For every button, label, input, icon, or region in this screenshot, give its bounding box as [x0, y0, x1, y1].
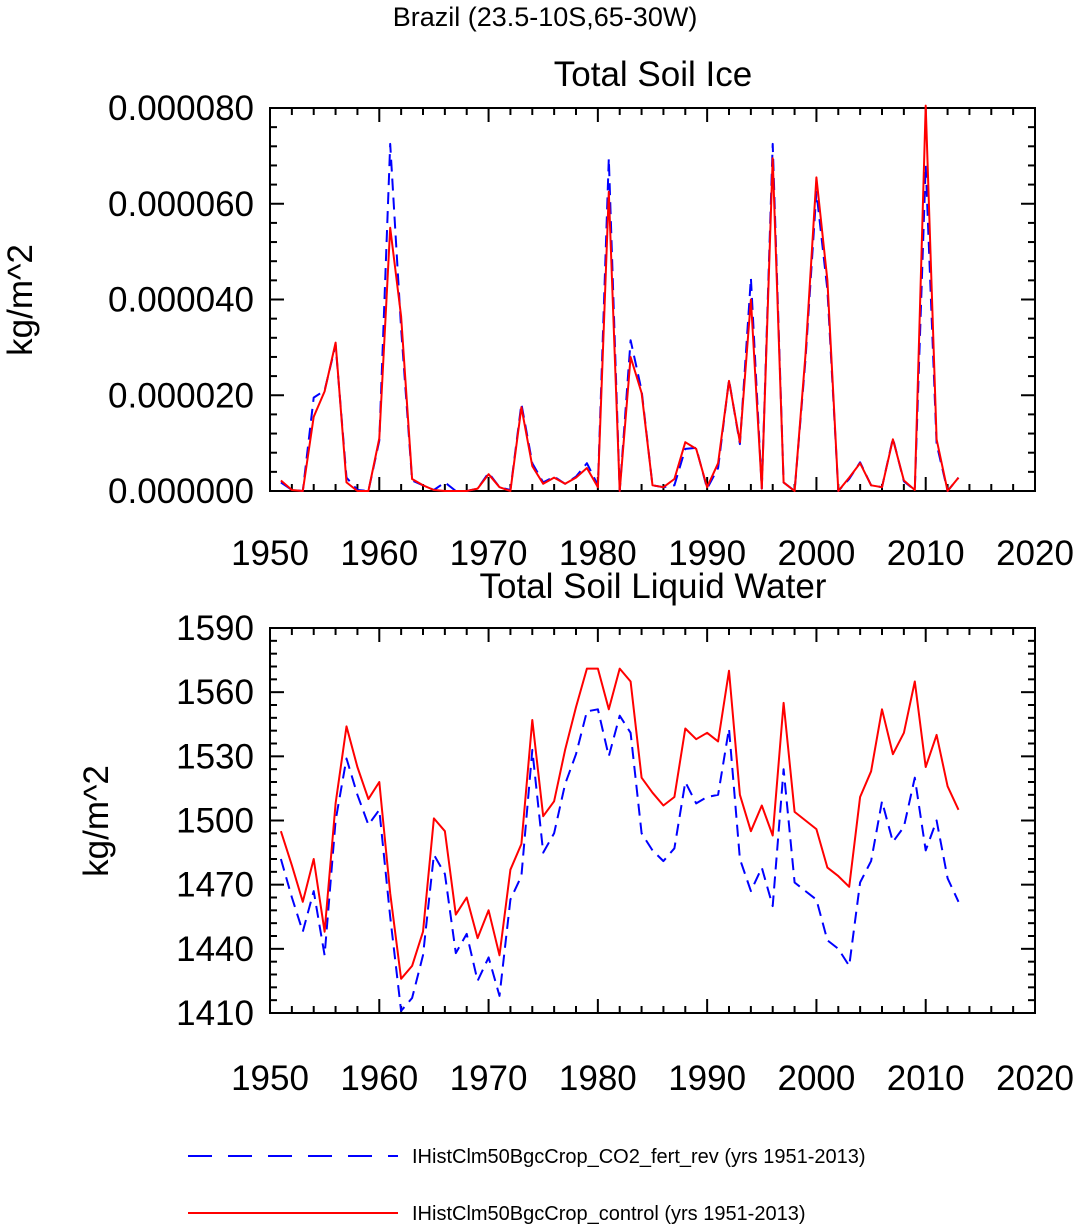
legend-label-co2-fert-rev: IHistClm50BgcCrop_CO2_fert_rev (yrs 1951… — [412, 1146, 866, 1168]
y-tick-label: 0.000080 — [108, 89, 254, 128]
chart-title-total-soil-liquid-water: Total Soil Liquid Water — [480, 567, 827, 606]
x-tick-label: 1950 — [231, 1059, 309, 1098]
x-tick-label: 1970 — [450, 1059, 528, 1098]
y-axis-label-total-soil-liquid-water: kg/m^2 — [77, 765, 116, 877]
legend-label-control: IHistClm50BgcCrop_control (yrs 1951-2013… — [412, 1203, 806, 1225]
x-tick-label: 1990 — [668, 1059, 746, 1098]
y-tick-label: 0.000060 — [108, 185, 254, 224]
y-tick-label: 1590 — [176, 609, 254, 648]
x-tick-label: 2010 — [887, 1059, 965, 1098]
y-tick-label: 1470 — [176, 866, 254, 905]
y-axis-label-total-soil-ice: kg/m^2 — [1, 244, 40, 356]
x-tick-label: 2000 — [777, 534, 855, 573]
x-tick-label: 1980 — [559, 1059, 637, 1098]
x-tick-label: 1970 — [450, 534, 528, 573]
y-tick-label: 1410 — [176, 994, 254, 1033]
y-tick-label: 1440 — [176, 930, 254, 969]
x-tick-label: 2020 — [996, 1059, 1074, 1098]
plot-frame — [269, 627, 1036, 1014]
panel-total-soil-liquid-water: Total Soil Liquid Water kg/m^2 1950 1960 1… — [77, 567, 1074, 1098]
series-line-co2-fert-rev — [280, 142, 960, 492]
y-tick-label: 0.000000 — [108, 472, 254, 511]
series-line-control — [280, 104, 960, 492]
panel-total-soil-ice: Total Soil Ice kg/m^2 1950 1960 1970 1980 19… — [1, 55, 1074, 573]
legend: IHistClm50BgcCrop_CO2_fert_rev (yrs 1951… — [188, 1146, 866, 1225]
y-tick-label: 0.000040 — [108, 281, 254, 320]
x-tick-label: 1990 — [668, 534, 746, 573]
y-tick-label: 1560 — [176, 673, 254, 712]
x-tick-label: 1980 — [559, 534, 637, 573]
x-tick-label: 1950 — [231, 534, 309, 573]
chart-title-total-soil-ice: Total Soil Ice — [554, 55, 752, 94]
y-tick-label: 1530 — [176, 737, 254, 776]
series-line-co2-fert-rev — [279, 708, 960, 1012]
x-tick-label: 1960 — [340, 534, 418, 573]
y-tick-label: 1500 — [176, 802, 254, 841]
x-tick-label: 1960 — [340, 1059, 418, 1098]
y-tick-label: 0.000020 — [108, 376, 254, 415]
figure-suptitle: Brazil (23.5-10S,65-30W) — [393, 2, 698, 32]
x-tick-label: 2000 — [777, 1059, 855, 1098]
series-line-control — [279, 667, 960, 980]
x-tick-label: 2020 — [996, 534, 1074, 573]
x-tick-label: 2010 — [887, 534, 965, 573]
